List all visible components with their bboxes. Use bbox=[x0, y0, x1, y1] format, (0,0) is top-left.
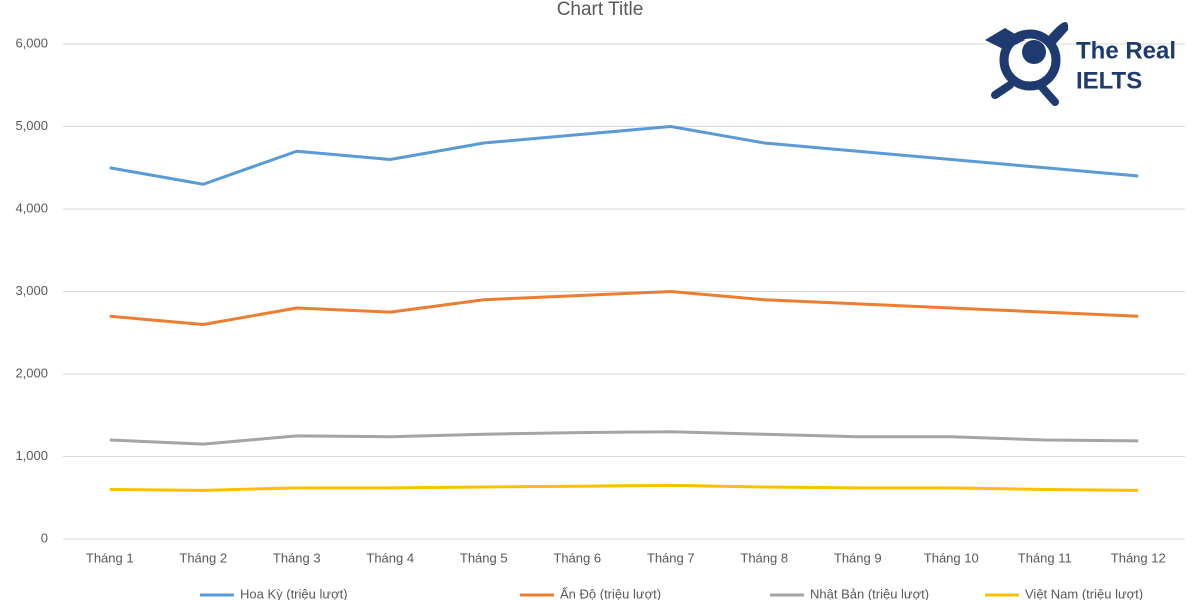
x-tick-label: Tháng 7 bbox=[647, 550, 695, 565]
legend-label: Nhật Bản (triệu lượt) bbox=[810, 586, 929, 600]
x-tick-label: Tháng 12 bbox=[1111, 550, 1166, 565]
x-tick-label: Tháng 4 bbox=[366, 550, 414, 565]
logo-text: IELTS bbox=[1076, 67, 1142, 94]
logo-cap bbox=[985, 28, 1025, 50]
x-tick-label: Tháng 3 bbox=[273, 550, 321, 565]
y-tick-label: 2,000 bbox=[15, 365, 48, 380]
y-tick-label: 6,000 bbox=[15, 35, 48, 50]
x-tick-label: Tháng 11 bbox=[1018, 550, 1072, 565]
logo-icon bbox=[999, 29, 1061, 91]
y-tick-label: 5,000 bbox=[15, 118, 48, 133]
x-tick-label: Tháng 1 bbox=[86, 550, 134, 565]
y-tick-label: 0 bbox=[41, 530, 48, 545]
legend-label: Việt Nam (triệu lượt) bbox=[1025, 586, 1143, 600]
series-line bbox=[109, 483, 1139, 492]
legend-label: Hoa Kỳ (triệu lượt) bbox=[240, 586, 348, 600]
x-tick-label: Tháng 2 bbox=[179, 550, 227, 565]
series-line bbox=[109, 290, 1139, 326]
x-tick-label: Tháng 10 bbox=[924, 550, 979, 565]
y-tick-label: 1,000 bbox=[15, 448, 48, 463]
logo-icon bbox=[1045, 22, 1069, 48]
logo-text: The Real bbox=[1076, 37, 1176, 64]
legend-label: Ấn Độ (triệu lượt) bbox=[560, 586, 661, 600]
x-tick-label: Tháng 8 bbox=[740, 550, 788, 565]
y-tick-label: 4,000 bbox=[15, 200, 48, 215]
chart-title: Chart Title bbox=[557, 0, 644, 20]
x-tick-label: Tháng 9 bbox=[834, 550, 882, 565]
series-line bbox=[109, 430, 1139, 446]
logo-icon bbox=[991, 81, 1059, 106]
y-tick-label: 3,000 bbox=[15, 283, 48, 298]
x-tick-label: Tháng 6 bbox=[553, 550, 601, 565]
logo: The Real IELTS bbox=[985, 22, 1176, 106]
series-line bbox=[109, 125, 1139, 186]
logo-icon bbox=[1022, 40, 1046, 64]
x-tick-label: Tháng 5 bbox=[460, 550, 508, 565]
